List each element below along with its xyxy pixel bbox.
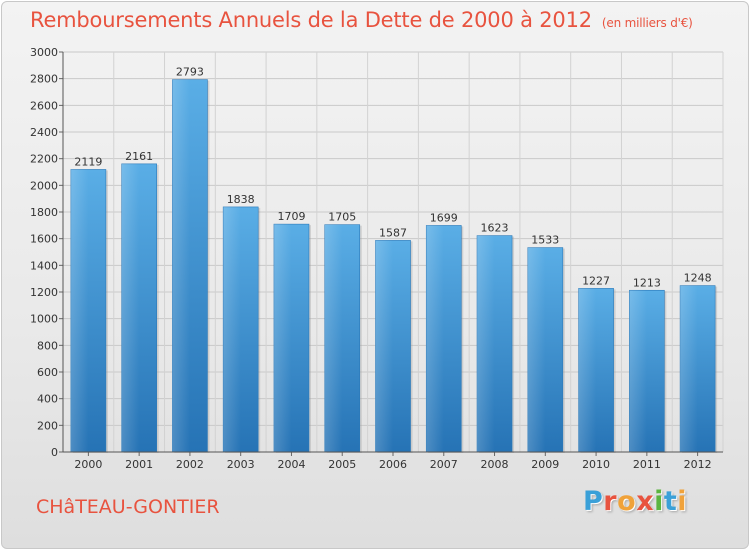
y-tick-label: 600 bbox=[37, 366, 58, 379]
bar-value-label: 1213 bbox=[633, 276, 661, 289]
y-tick-label: 2200 bbox=[30, 153, 58, 166]
x-tick-label: 2004 bbox=[277, 458, 305, 471]
bar-highlight bbox=[70, 169, 89, 452]
logo-letter: r bbox=[603, 486, 618, 517]
logo-letter: i bbox=[677, 486, 688, 517]
bar-value-label: 1248 bbox=[684, 272, 712, 285]
commune-name: CHâTEAU-GONTIER bbox=[36, 496, 220, 518]
bar-value-label: 1227 bbox=[582, 274, 610, 287]
y-tick-label: 2000 bbox=[30, 179, 58, 192]
bar-value-label: 1699 bbox=[430, 211, 458, 224]
x-tick-label: 2001 bbox=[125, 458, 153, 471]
bar-value-label: 1705 bbox=[328, 211, 356, 224]
bar-value-label: 2119 bbox=[74, 155, 102, 168]
x-tick-label: 2008 bbox=[481, 458, 509, 471]
logo-letter: o bbox=[617, 486, 637, 517]
x-tick-label: 2007 bbox=[430, 458, 458, 471]
x-tick-label: 2009 bbox=[531, 458, 559, 471]
bar-highlight bbox=[223, 206, 241, 452]
x-tick-label: 2005 bbox=[328, 458, 356, 471]
logo-letter: i bbox=[654, 486, 664, 517]
y-tick-label: 1200 bbox=[30, 286, 58, 299]
chart-unit: (en milliers d'€) bbox=[601, 16, 693, 30]
y-tick-label: 800 bbox=[37, 339, 58, 352]
x-tick-label: 2003 bbox=[227, 458, 255, 471]
x-tick-label: 2010 bbox=[582, 458, 610, 471]
bar-highlight bbox=[578, 288, 597, 452]
bar-highlight bbox=[527, 247, 546, 452]
bar-highlight bbox=[121, 163, 140, 452]
y-tick-label: 1800 bbox=[30, 206, 58, 219]
bar-highlight bbox=[477, 235, 495, 452]
y-tick-label: 2800 bbox=[30, 73, 58, 86]
proxiti-logo: Proxiti bbox=[583, 486, 687, 517]
axis-layer: 0 200 400 600 800 1000 1200 1400 1600 1800 2000 220… bbox=[30, 46, 723, 471]
bar-value-label: 2793 bbox=[176, 66, 204, 79]
x-tick-label: 2002 bbox=[176, 458, 204, 471]
bar-highlight bbox=[375, 240, 393, 452]
bar-value-label: 1623 bbox=[481, 222, 509, 235]
y-tick-label: 1400 bbox=[30, 259, 58, 272]
bar-value-label: 1533 bbox=[531, 234, 559, 247]
y-tick-label: 200 bbox=[37, 419, 58, 432]
bar-highlight bbox=[426, 225, 444, 452]
x-tick-label: 2006 bbox=[379, 458, 407, 471]
logo-letter: P bbox=[583, 486, 604, 517]
bar-value-label: 1587 bbox=[379, 226, 407, 239]
bar-layer bbox=[70, 79, 718, 453]
x-tick-label: 2012 bbox=[684, 458, 712, 471]
x-tick-label: 2000 bbox=[74, 458, 102, 471]
y-tick-label: 3000 bbox=[30, 46, 58, 59]
y-tick-label: 1000 bbox=[30, 313, 58, 326]
bar-highlight bbox=[680, 285, 698, 452]
chart-title: Remboursements Annuels de la Dette de 20… bbox=[30, 8, 693, 32]
y-tick-label: 0 bbox=[51, 446, 58, 459]
bar-value-label: 1709 bbox=[277, 210, 305, 223]
bar-highlight bbox=[324, 224, 343, 452]
bar-highlight bbox=[273, 224, 292, 452]
bar-value-label: 1838 bbox=[227, 193, 255, 206]
logo-letter: x bbox=[636, 486, 655, 517]
bar-highlight bbox=[629, 290, 647, 452]
chart-title-text: Remboursements Annuels de la Dette de 20… bbox=[30, 8, 592, 32]
y-tick-label: 2400 bbox=[30, 126, 58, 139]
x-tick-label: 2011 bbox=[633, 458, 661, 471]
bar-value-label: 2161 bbox=[125, 150, 153, 163]
logo-letter: t bbox=[663, 486, 678, 517]
y-tick-label: 2600 bbox=[30, 99, 58, 112]
y-tick-label: 400 bbox=[37, 393, 58, 406]
bar-highlight bbox=[172, 79, 190, 452]
y-tick-label: 1600 bbox=[30, 233, 58, 246]
